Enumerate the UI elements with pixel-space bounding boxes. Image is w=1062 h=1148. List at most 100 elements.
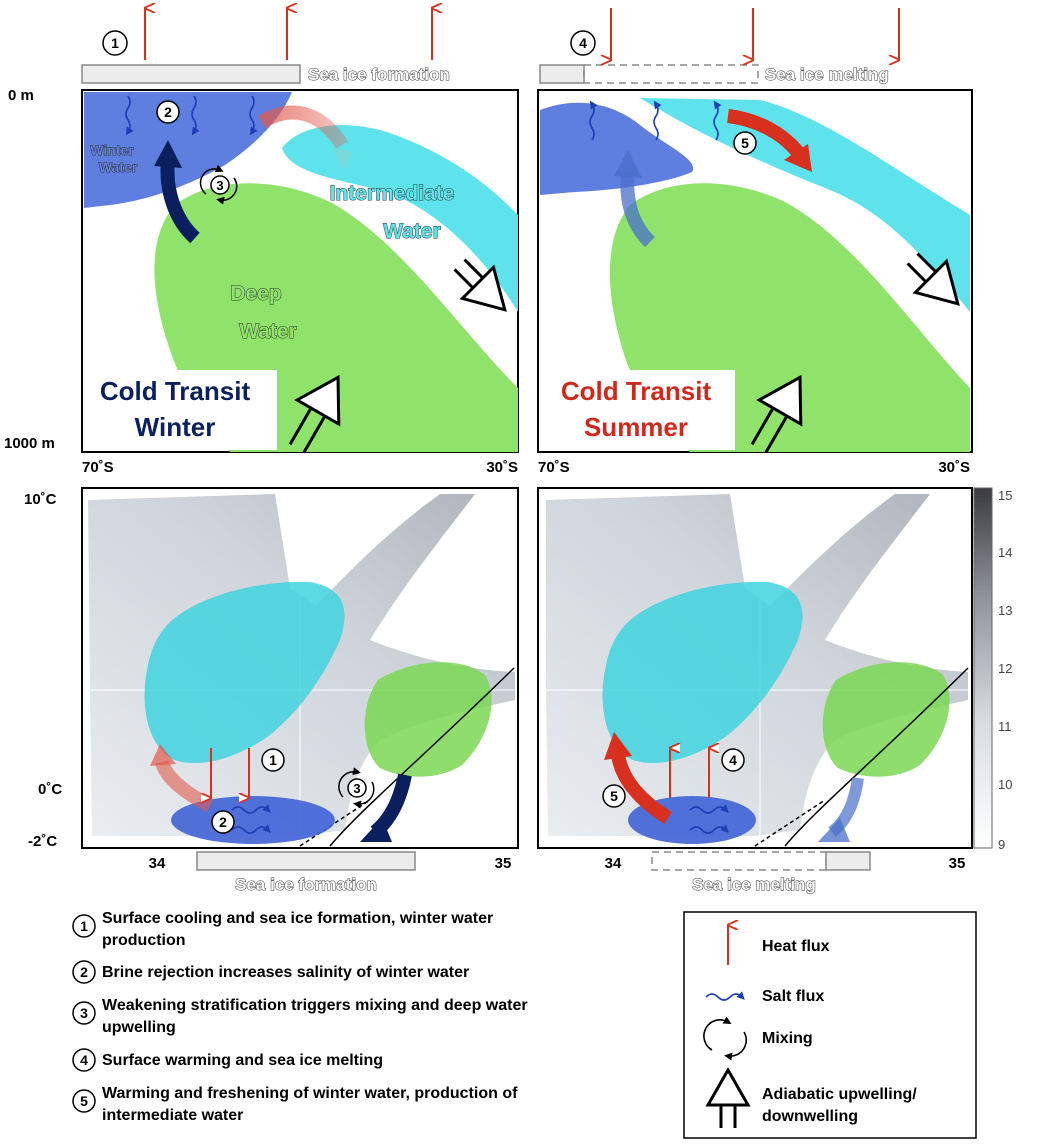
- winter-water-shape: [540, 102, 694, 195]
- legend-adiabatic: Adiabatic upwelling/: [762, 1086, 917, 1103]
- step-text: Surface cooling and sea ice formation, w…: [102, 910, 493, 927]
- winter-water-shape: [84, 92, 292, 208]
- sal-left-label: 34: [605, 855, 622, 872]
- sea-ice-bar-melted: [651, 851, 827, 871]
- sea-ice-label: Sea ice formation: [235, 875, 377, 894]
- step-badge: [570, 30, 596, 56]
- sal-right-label: 35: [949, 855, 966, 872]
- step-badge: [210, 175, 230, 195]
- step-badge-label: 2: [219, 814, 227, 830]
- title-box: [540, 370, 735, 450]
- arrowhead: [150, 744, 176, 766]
- step-badge: [211, 810, 235, 834]
- step-item: 1 Surface cooling and sea ice formation,…: [72, 910, 493, 949]
- intermediate-water-shape: [602, 581, 803, 764]
- sea-ice-bar: [825, 851, 871, 871]
- sea-ice-bar-melted: [583, 64, 759, 84]
- step-badge: [156, 100, 180, 124]
- step-number: 5: [80, 1093, 88, 1109]
- colorbar-tick: 14: [998, 545, 1012, 560]
- legend-adiabatic: downwelling: [762, 1108, 858, 1125]
- intermediate-water-shape: [640, 98, 970, 312]
- legend: Heat flux Salt flux Mixing Adiabatic upw…: [683, 911, 977, 1139]
- colorbar: 15 14 13 12 11 10 9: [973, 487, 1012, 852]
- temp-top-label: 10˚C: [24, 491, 57, 508]
- salt-flux-icon: [705, 991, 745, 1001]
- panel-title: Winter: [135, 412, 216, 442]
- legend-mixing: Mixing: [762, 1030, 813, 1047]
- step-badge-label: 1: [111, 35, 119, 51]
- arrowhead: [360, 818, 392, 842]
- step-badge-label: 5: [610, 788, 618, 804]
- winter-water-label: Winter: [90, 142, 134, 158]
- intermediate-water-label: Water: [383, 220, 441, 243]
- step-badge-label: 3: [216, 178, 223, 193]
- adiabatic-upwelling-icon: [705, 1066, 751, 1128]
- temp-bottom-label: -2˚C: [28, 833, 57, 850]
- deep-water-label: Deep: [230, 282, 281, 305]
- adiabatic-upwelling-icon: [288, 374, 341, 454]
- salt-flux-icon: [713, 100, 722, 141]
- salt-flux-icon: [231, 824, 271, 834]
- intermediate-water-shape: [282, 125, 518, 312]
- winter-water-label: Water: [99, 159, 138, 175]
- step-badge-label: 2: [164, 104, 172, 120]
- sea-ice-label: Sea ice melting: [692, 875, 816, 894]
- sal-left-label: 34: [149, 855, 166, 872]
- depth-bottom-label: 1000 m: [4, 435, 55, 452]
- arrowhead: [332, 148, 352, 170]
- deep-water-shape: [822, 662, 950, 777]
- upwelling-arrow: [620, 171, 656, 248]
- adiabatic-downwelling-icon: [906, 252, 960, 306]
- arrowhead: [818, 818, 850, 842]
- salt-flux-icon: [689, 824, 729, 834]
- salt-flux-icon: [231, 804, 271, 814]
- header-top-left: Sea ice formation 1: [81, 8, 450, 85]
- colorbar-tick: 9: [998, 837, 1005, 852]
- salt-flux-icon: [689, 804, 729, 814]
- step-badge-label: 1: [269, 752, 277, 768]
- step-text: production: [102, 932, 186, 949]
- arrowhead: [784, 144, 812, 172]
- header-top-right: Sea ice melting 4: [539, 8, 900, 85]
- step-item: 4 Surface warming and sea ice melting: [72, 1048, 383, 1072]
- steps-list: 1 Surface cooling and sea ice formation,…: [72, 910, 528, 1124]
- step-text: Brine rejection increases salinity of wi…: [102, 964, 469, 981]
- step-number: 4: [80, 1052, 88, 1068]
- step-badge-label: 3: [353, 781, 360, 796]
- step-text: Weakening stratification triggers mixing…: [102, 997, 528, 1014]
- warming-arrow: [611, 753, 672, 824]
- step-number: 2: [80, 964, 88, 980]
- step-badge-label: 4: [579, 35, 587, 51]
- step-badge-label: 4: [729, 752, 737, 768]
- step-text: upwelling: [102, 1019, 176, 1036]
- intermediate-water-label: Intermediate: [330, 182, 455, 205]
- salt-flux-icon: [653, 100, 662, 141]
- step-badge: [602, 784, 626, 808]
- adiabatic-downwelling-icon: [453, 258, 507, 312]
- step-badge: [721, 748, 745, 772]
- step-text: Surface warming and sea ice melting: [102, 1052, 383, 1069]
- sea-ice-bar: [81, 64, 301, 84]
- step-text: Warming and freshening of winter water, …: [102, 1085, 518, 1102]
- step-number: 1: [80, 918, 88, 934]
- panel-bottom-right: 5 4: [537, 487, 973, 849]
- arrowhead: [614, 150, 642, 178]
- mixing-icon: [703, 1016, 747, 1061]
- panel-title: Cold Transit: [561, 376, 712, 406]
- step-badge: [102, 30, 128, 56]
- legend-heat-flux: Heat flux: [762, 938, 830, 955]
- lat-left-label: 70˚S: [538, 459, 570, 476]
- winter-water-shape: [171, 796, 335, 844]
- arrowhead: [154, 140, 182, 168]
- panel-top-left: 2 3 Winter Water Intermediate Water Deep…: [81, 89, 519, 454]
- colorbar-tick: 13: [998, 603, 1012, 618]
- intermediate-formation-arrow: [258, 105, 348, 149]
- mixing-icon: [338, 767, 375, 809]
- sal-right-label: 35: [495, 855, 512, 872]
- step-item: 3 Weakening stratification triggers mixi…: [72, 997, 528, 1036]
- depth-top-label: 0 m: [8, 87, 34, 104]
- adiabatic-upwelling-icon: [750, 374, 803, 454]
- step-badge-label: 5: [741, 135, 749, 151]
